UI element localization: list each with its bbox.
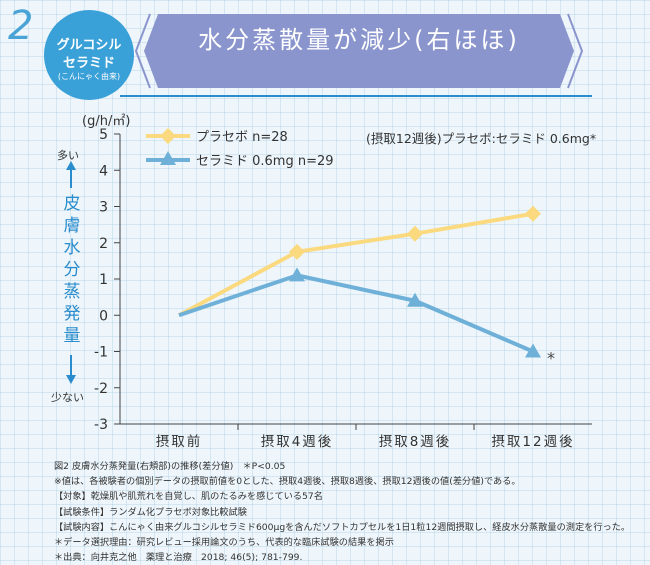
caption-line: ＊出典：向井克之他 薬理と治療 2018; 46(5); 781-799. bbox=[54, 552, 303, 564]
caption-block: 図2 皮膚水分蒸発量(右頬部)の推移(差分値) ＊P<0.05 ※値は、各被験者… bbox=[54, 459, 644, 565]
badge-circle: グルコシル セラミド (こんにゃく由来) bbox=[44, 10, 134, 100]
caption-line: 図2 皮膚水分蒸発量(右頬部)の推移(差分値) ＊P<0.05 bbox=[54, 461, 286, 472]
y-tick-label: 2 bbox=[99, 236, 108, 252]
side-label-vertical: 皮膚水分蒸発量 bbox=[63, 194, 81, 346]
series-1-point bbox=[289, 243, 305, 260]
y-tick-label: 4 bbox=[99, 163, 108, 179]
badge-line-3: (こんにゃく由来) bbox=[57, 72, 121, 81]
legend-marker bbox=[160, 151, 176, 165]
section-number: 2 bbox=[8, 3, 34, 49]
down-arrow-head bbox=[66, 375, 76, 384]
series-2-point bbox=[525, 343, 541, 358]
legend-marker bbox=[160, 128, 176, 144]
caption-line: 【試験条件】ランダム化プラセボ対象比較試験 bbox=[54, 506, 247, 518]
caption-line: 【対象】乾燥肌や肌荒れを自覚し、肌のたるみを感じている57名 bbox=[54, 491, 323, 503]
legend-label: セラミド 0.6mg n=29 bbox=[196, 154, 334, 169]
series-1-point bbox=[407, 225, 423, 242]
caption-line: 【試験内容】こんにゃく由来グルコシルセラミド600μgを含んだソフトカプセルを1… bbox=[54, 521, 631, 533]
y-tick-label: 1 bbox=[99, 272, 108, 288]
x-tick-label: 摂取前 bbox=[156, 433, 203, 450]
banner-left-chevron bbox=[134, 13, 151, 89]
x-tick-label: 摂取4週後 bbox=[261, 434, 334, 450]
series-line-1 bbox=[178, 211, 534, 318]
series-line-2 bbox=[178, 273, 534, 354]
caption-line: ※値は、各被験者の個別データの摂取前値を0とした、摂取4週後、摂取8週後、摂取1… bbox=[54, 476, 521, 488]
legend-label: プラセボ n=28 bbox=[196, 130, 288, 145]
series-1-point bbox=[525, 205, 541, 222]
y-tick-label: 3 bbox=[99, 200, 108, 216]
significance-marker: * bbox=[547, 349, 555, 368]
y-tick-label: 5 bbox=[99, 127, 108, 143]
x-tick-label: 摂取12週後 bbox=[491, 434, 574, 450]
series-2-point bbox=[289, 267, 305, 282]
up-arrow-head bbox=[66, 161, 76, 170]
series-2-point bbox=[407, 292, 423, 307]
badge-line-2: セラミド bbox=[62, 56, 115, 71]
side-label-less: 少ない bbox=[51, 391, 84, 404]
y-tick-label: -3 bbox=[94, 417, 108, 433]
x-tick-label: 摂取8週後 bbox=[379, 434, 452, 450]
note-top-right: (摂取12週後)プラセボ:セラミド 0.6mg* bbox=[366, 131, 596, 146]
badge-line-1: グルコシル bbox=[56, 38, 122, 53]
page-title: 水分蒸散量が減少(右ほほ) bbox=[198, 26, 520, 54]
y-axis-unit: (g/h/㎡) bbox=[82, 114, 130, 129]
y-tick-label: -1 bbox=[94, 345, 108, 361]
caption-line: ＊データ選択理由：研究レビュー採用論文のうち、代表的な臨床試験の結果を掲示 bbox=[54, 537, 394, 549]
y-tick-label: 0 bbox=[99, 308, 108, 324]
title-banner bbox=[144, 14, 574, 88]
y-tick-label: -2 bbox=[94, 381, 108, 397]
side-label-more: 多い bbox=[57, 149, 79, 162]
banner-right-chevron bbox=[567, 13, 584, 89]
